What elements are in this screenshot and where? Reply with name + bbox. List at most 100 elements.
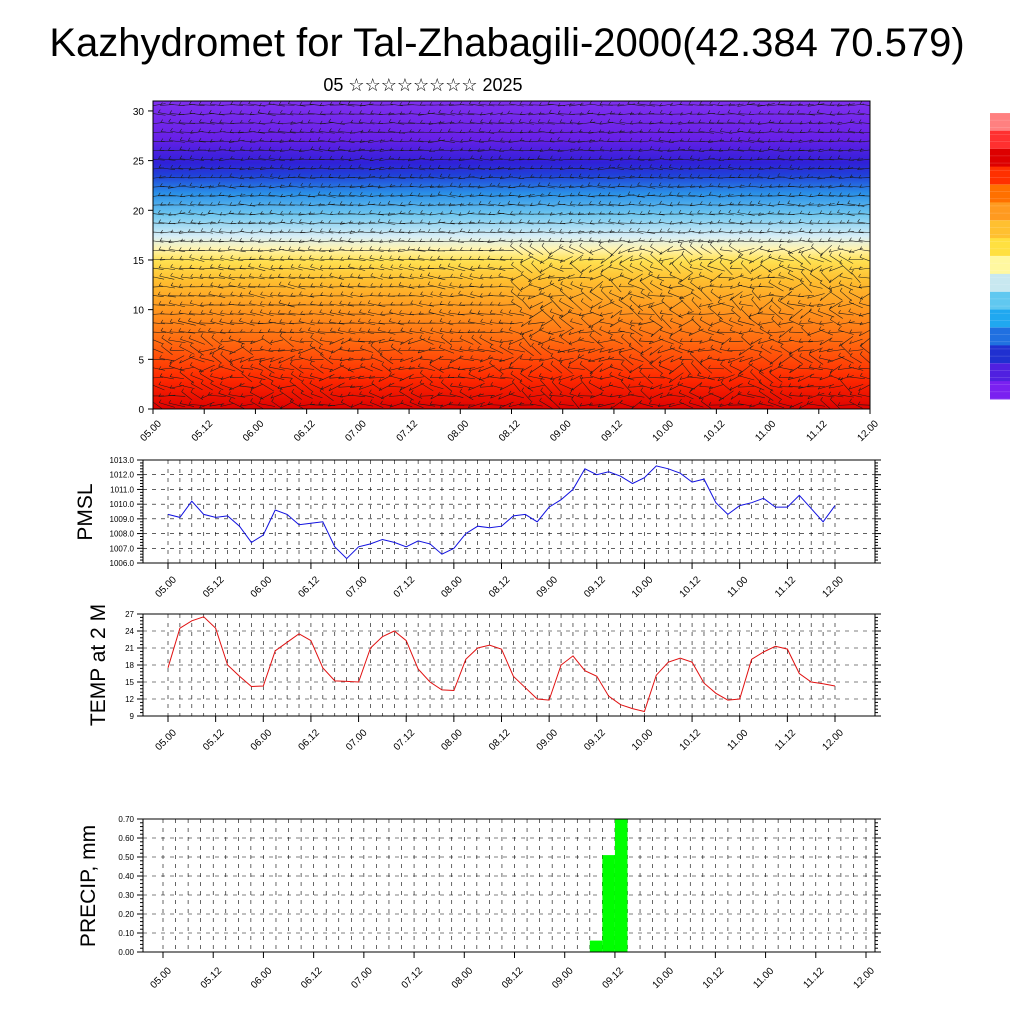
wind-barb (380, 276, 393, 280)
wind-barb-flag (478, 301, 482, 305)
wind-barb-flag (370, 354, 374, 358)
wind-barb (218, 148, 235, 152)
wind-barb (559, 357, 574, 362)
wind-barb-flag (569, 192, 573, 197)
wind-barb-flag (400, 302, 403, 306)
wind-barb (418, 313, 435, 315)
wind-barb-flag (621, 334, 624, 338)
wind-barb-flag (521, 323, 524, 327)
wind-barb (769, 185, 783, 188)
wind-barb (369, 167, 385, 171)
wind-barb (519, 104, 534, 106)
wind-barb (339, 113, 355, 115)
wind-barb (771, 318, 781, 328)
wind-barb-flag (559, 391, 563, 395)
wind-barb (540, 195, 553, 197)
wind-barb-flag (417, 146, 421, 150)
wind-barb (649, 140, 664, 143)
wind-barb-flag (647, 229, 650, 233)
wind-barb-flag (648, 202, 652, 207)
wind-barb (153, 377, 164, 379)
wind-barb-flag (679, 327, 682, 331)
wind-barb (168, 303, 186, 307)
wind-barb-flag (320, 255, 323, 260)
wind-barb-flag (297, 173, 301, 177)
wind-barb-flag (627, 375, 631, 379)
wind-barb (819, 348, 833, 353)
wind-barb (750, 357, 762, 363)
wind-barb-flag (788, 183, 791, 187)
wind-barb-flag (858, 210, 861, 214)
wind-barb (270, 267, 283, 270)
wind-barb-flag (637, 227, 640, 232)
wind-barb (257, 249, 276, 252)
wind-barb (279, 331, 294, 334)
wind-barb-flag (229, 374, 233, 378)
wind-barb (818, 195, 834, 197)
wind-barb-flag (527, 385, 531, 389)
wind-barb (230, 104, 244, 106)
wind-barb-flag (468, 370, 472, 375)
wind-barb (248, 375, 266, 380)
wind-barb (439, 303, 454, 307)
wind-barb-flag (637, 310, 641, 314)
wind-barb (709, 130, 724, 134)
wind-barb (599, 245, 614, 256)
wind-barb-flag (210, 101, 213, 105)
wind-barb-flag (858, 332, 862, 337)
wind-barb-flag (150, 147, 152, 150)
wind-barb (718, 167, 734, 170)
wind-barb (250, 338, 264, 344)
wind-barb-flag (420, 369, 423, 374)
wind-barb-flag (719, 346, 723, 350)
wind-barb (768, 140, 785, 143)
wind-barb (778, 167, 794, 170)
wind-barb-flag (469, 220, 472, 224)
wind-barb-flag (629, 111, 633, 115)
wind-barb-flag (508, 403, 512, 407)
wind-barb (348, 394, 366, 398)
wind-barb-flag (549, 109, 552, 113)
wind-barb (538, 130, 555, 134)
wind-barb (168, 239, 186, 243)
wind-barb-flag (187, 147, 191, 152)
wind-barb-flag (598, 192, 601, 197)
wind-barb-flag (438, 375, 442, 379)
wind-barb-flag (358, 147, 361, 151)
wind-barb-flag (570, 129, 573, 134)
wind-barb (628, 158, 645, 162)
colorbar-swatch (990, 238, 1010, 257)
wind-barb-flag (279, 139, 283, 143)
wind-barb (739, 293, 753, 298)
wind-barb-flag (298, 373, 302, 377)
wind-barb-flag (739, 193, 743, 197)
wind-barb (180, 338, 194, 344)
wind-barb-flag (489, 283, 493, 288)
wind-barb (581, 264, 592, 273)
wind-barb-flag (449, 120, 453, 124)
wind-barb-flag (738, 110, 741, 114)
wind-barb (697, 212, 715, 216)
wind-barb (798, 367, 815, 370)
wind-barb-flag (299, 148, 302, 152)
wind-barb-flag (268, 146, 272, 151)
wind-barb-flag (429, 361, 432, 365)
wind-barb-flag (200, 156, 204, 160)
wind-barb-flag (667, 228, 670, 232)
wind-barb-flag (648, 400, 652, 405)
wind-barb-flag (419, 355, 423, 359)
wind-barb (589, 275, 603, 281)
wind-barb-flag (468, 346, 471, 350)
wind-barb-flag (438, 263, 442, 268)
wind-barb-flag (298, 354, 302, 358)
wind-barb-flag (609, 371, 612, 376)
wind-barb-flag (260, 371, 263, 375)
wind-barb (597, 185, 616, 189)
wind-barb-flag (550, 360, 554, 365)
wind-barb-flag (340, 120, 343, 125)
wind-barb-flag (599, 211, 602, 215)
wind-barb-flag (828, 391, 831, 395)
wind-barb-flag (319, 102, 323, 106)
wind-barb (808, 256, 824, 263)
wind-barb (508, 393, 525, 399)
